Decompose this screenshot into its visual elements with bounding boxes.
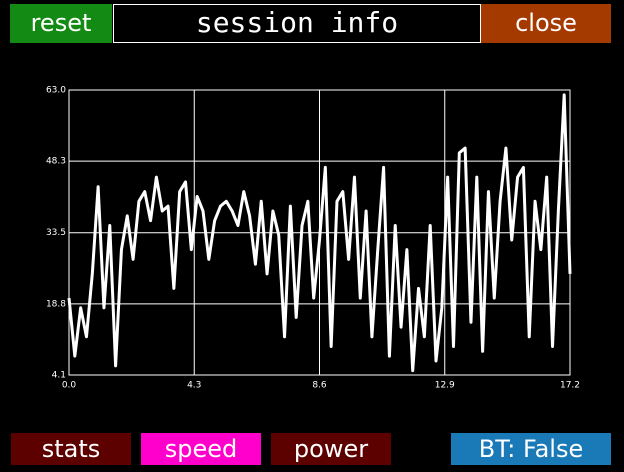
close-button[interactable] xyxy=(481,4,611,43)
title: session info xyxy=(196,6,398,39)
power-button[interactable] xyxy=(271,433,391,465)
power-label[interactable]: power xyxy=(294,435,368,463)
y-tick-label: 48.3 xyxy=(46,157,66,167)
plot: 4.1 18.8 33.5 48.3 63.0 0.0 4.3 8.6 12.9 17.2 xyxy=(46,86,580,391)
reset-label[interactable]: reset xyxy=(31,9,92,37)
x-tick-label: 0.0 xyxy=(62,381,77,391)
y-tick-label: 63.0 xyxy=(46,86,66,96)
y-tick-label: 18.8 xyxy=(46,299,66,309)
title-box xyxy=(113,4,481,43)
x-tick-label: 4.3 xyxy=(187,381,201,391)
data-line xyxy=(67,93,572,373)
speed-button[interactable] xyxy=(141,433,261,465)
bt-button[interactable] xyxy=(451,433,611,465)
stats-label[interactable]: stats xyxy=(42,435,101,463)
x-tick-label: 8.6 xyxy=(312,381,327,391)
y-tick-label: 4.1 xyxy=(52,371,66,381)
x-tick-label: 12.9 xyxy=(435,381,455,391)
close-label[interactable]: close xyxy=(515,9,577,37)
bt-label[interactable]: BT: False xyxy=(479,435,583,463)
speed-label[interactable]: speed xyxy=(165,435,238,463)
stats-button[interactable] xyxy=(11,433,131,465)
x-tick-label: 17.2 xyxy=(560,381,580,391)
y-tick-label: 33.5 xyxy=(46,228,66,238)
reset-button[interactable] xyxy=(10,4,112,43)
